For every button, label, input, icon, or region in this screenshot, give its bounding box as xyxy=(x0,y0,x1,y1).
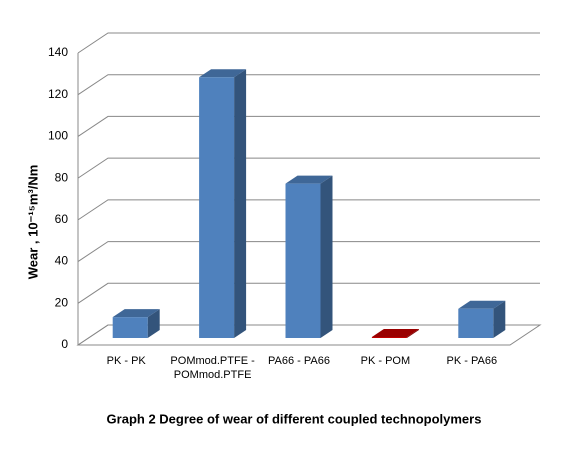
y-tick-label: 120 xyxy=(48,87,68,101)
grid-line xyxy=(77,282,540,304)
bar xyxy=(285,175,333,338)
y-tick-label: 20 xyxy=(55,295,69,309)
grid-line xyxy=(77,199,540,221)
y-tick-label: 140 xyxy=(48,45,68,59)
y-tick-label: 0 xyxy=(61,337,68,351)
bar xyxy=(458,300,506,338)
grid-line xyxy=(77,74,540,96)
grid-line xyxy=(77,324,540,346)
x-tick-label: PK - PK xyxy=(106,355,146,367)
grid-line xyxy=(77,241,540,262)
bar xyxy=(112,309,160,338)
y-tick-label: 80 xyxy=(55,170,69,184)
chart-title: Graph 2 Degree of wear of different coup… xyxy=(107,411,482,426)
grid-line xyxy=(77,115,540,137)
x-tick-label: PA66 - PA66 xyxy=(268,355,330,367)
y-tick-label: 60 xyxy=(55,212,69,226)
bar xyxy=(199,69,247,339)
y-tick-label: 40 xyxy=(55,254,69,268)
x-tick-label: POMmod.PTFE - POMmod.PTFE xyxy=(170,355,255,381)
bar xyxy=(371,328,419,338)
grid-line xyxy=(77,157,540,179)
x-tick-label: PK - PA66 xyxy=(446,355,498,367)
y-axis-label: Wear , 10⁻¹⁵m³/Nm xyxy=(25,165,40,280)
grid-line xyxy=(77,32,540,54)
y-tick-label: 100 xyxy=(48,129,68,143)
x-tick-label: PK - POM xyxy=(360,355,411,367)
